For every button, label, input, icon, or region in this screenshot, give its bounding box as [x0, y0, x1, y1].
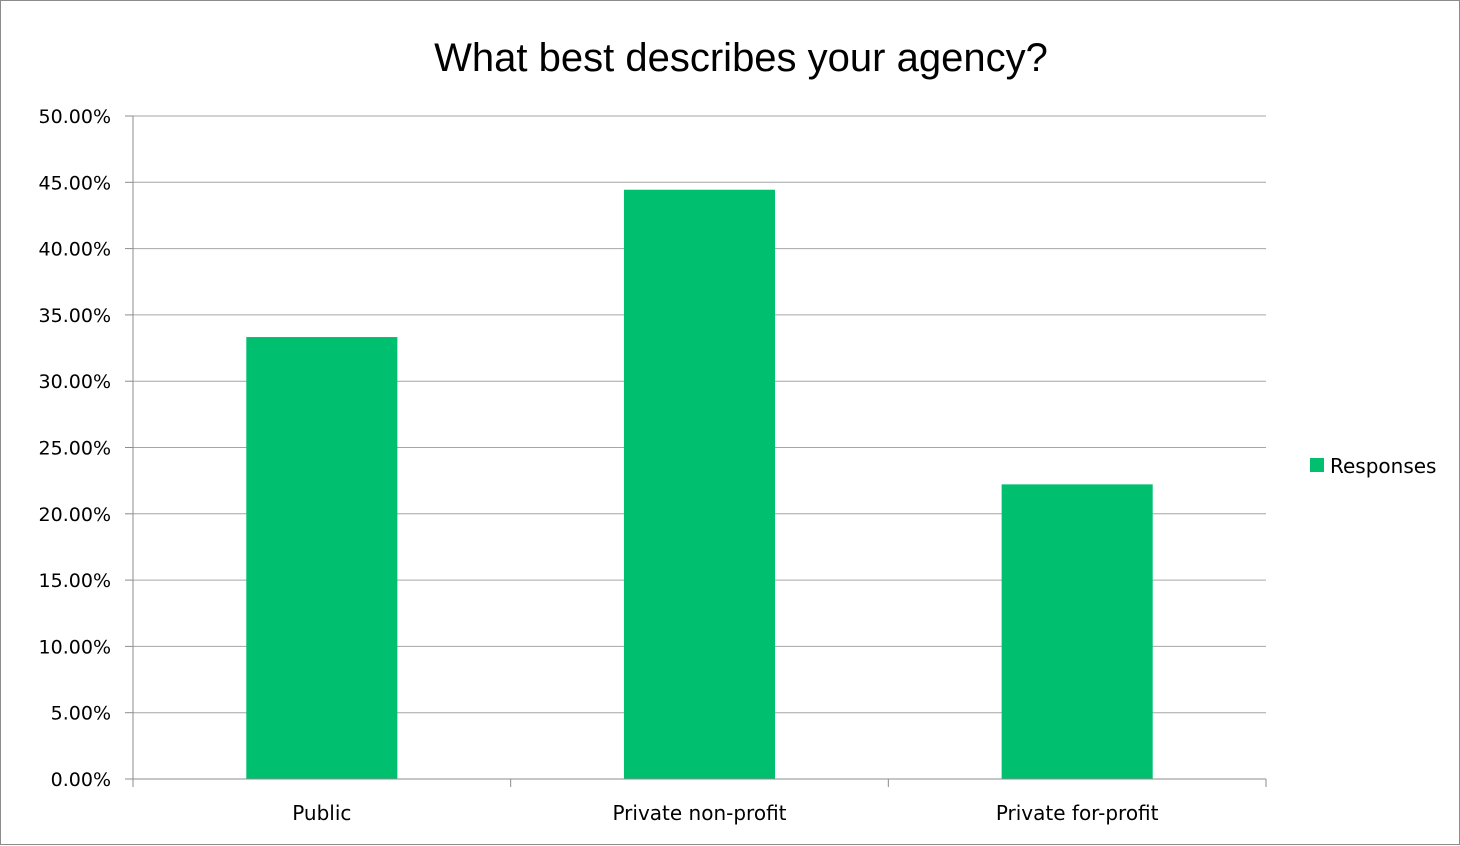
- y-tick-label: 20.00%: [39, 504, 111, 526]
- x-tick-label: Public: [292, 801, 351, 825]
- y-tick-label: 30.00%: [39, 371, 111, 393]
- y-tick-label: 40.00%: [39, 239, 111, 261]
- bars: [246, 189, 1153, 780]
- bar-private-for-profit: [1001, 484, 1153, 779]
- y-tick-label: 50.00%: [39, 106, 111, 128]
- y-tick-label: 35.00%: [39, 305, 111, 327]
- axes: [125, 115, 1267, 787]
- bar-public: [246, 337, 398, 779]
- bar-private-non-profit: [623, 189, 776, 780]
- y-tick-label: 0.00%: [51, 769, 111, 791]
- chart-title: What best describes your agency?: [434, 36, 1048, 80]
- y-tick-label: 5.00%: [51, 703, 111, 725]
- y-tick-label: 15.00%: [39, 570, 111, 592]
- y-tick-label: 10.00%: [39, 636, 111, 658]
- y-tick-labels: 0.00% 5.00% 10.00% 15.00% 20.00% 25.00% 30.00%…: [39, 106, 111, 791]
- legend-label-responses: Responses: [1330, 454, 1436, 478]
- y-tick-label: 25.00%: [39, 438, 111, 460]
- legend: Responses: [1310, 454, 1436, 478]
- x-tick-label: Private for-profit: [996, 801, 1159, 825]
- y-tick-label: 45.00%: [39, 172, 111, 194]
- legend-swatch-responses: [1310, 458, 1324, 472]
- x-tick-labels: Public Private non-profit Private for-prof…: [292, 801, 1158, 825]
- x-tick-label: Private non-profit: [612, 801, 786, 825]
